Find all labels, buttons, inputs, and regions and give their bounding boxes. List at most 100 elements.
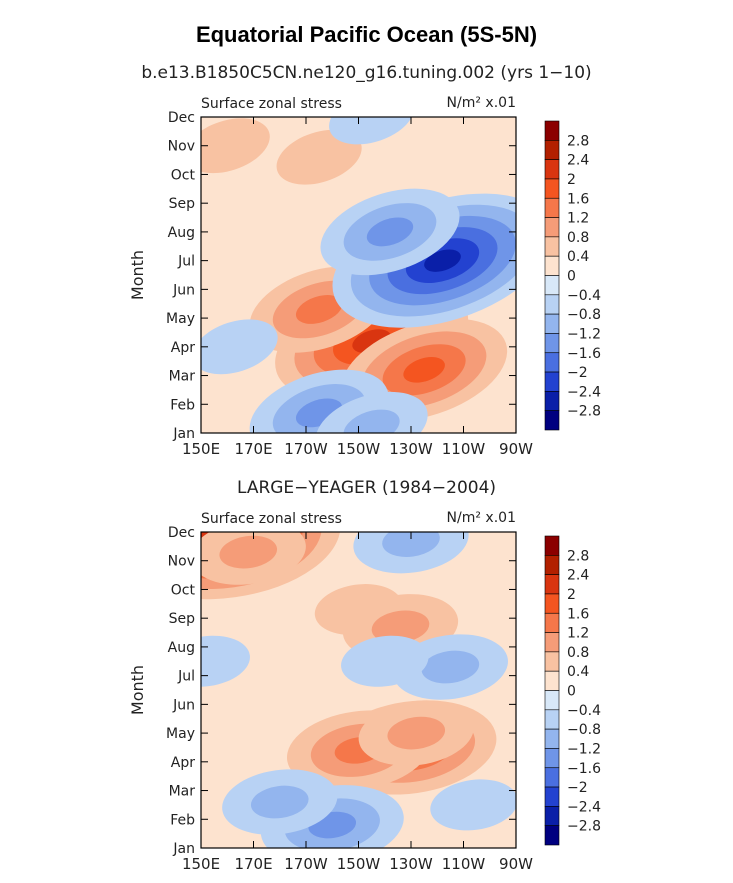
y-tick-label: Aug: [168, 640, 195, 656]
y-tick-label: Jun: [172, 697, 195, 713]
y-tick-label: Jun: [172, 282, 195, 298]
colorbar-label: 2.4: [567, 153, 589, 169]
colorbar-swatch: [544, 748, 560, 769]
colorbar-swatch: [544, 294, 560, 315]
y-axis-title: Month: [128, 665, 147, 715]
y-tick-label: Dec: [168, 110, 195, 126]
colorbar-swatch: [544, 767, 560, 788]
contour-feature: [424, 249, 461, 272]
colorbar-label: −0.8: [567, 722, 601, 738]
y-tick-label: Apr: [171, 755, 195, 771]
colorbar-swatch: [544, 593, 560, 614]
colorbar-swatch: [544, 786, 560, 807]
contour-feature: [250, 785, 309, 819]
colorbar-swatch: [544, 709, 560, 730]
y-tick-label: Jan: [172, 841, 195, 857]
contour-feature: [329, 117, 415, 145]
y-tick-label: Mar: [169, 369, 196, 385]
colorbar-swatch: [544, 728, 560, 749]
colorbar-swatch: [544, 178, 560, 199]
colorbar-swatch: [544, 255, 560, 276]
y-tick-label: Feb: [170, 812, 195, 828]
colorbar-label: −1.6: [567, 761, 601, 777]
chart-title: Equatorial Pacific Ocean (5S-5N): [195, 22, 538, 47]
colorbar-label: 1.2: [567, 626, 589, 642]
colorbar-label: 0.4: [567, 664, 589, 680]
colorbar-swatch: [544, 632, 560, 653]
colorbar-label: 2: [567, 172, 576, 188]
contour-feature: [341, 635, 429, 687]
colorbar-label: −2.8: [567, 819, 601, 835]
panel-1-subtitle: b.e13.B1850C5CN.ne120_g16.tuning.002 (yr…: [141, 63, 592, 83]
colorbar-label: −0.4: [567, 703, 601, 719]
colorbar-swatch: [544, 236, 560, 257]
colorbar-label: −2: [567, 365, 588, 381]
units-label: N/m² x.01: [447, 95, 516, 111]
colorbar-label: −2.8: [567, 404, 601, 420]
x-tick-label: 170E: [234, 440, 272, 458]
colorbar-swatch: [544, 140, 560, 160]
colorbar-label: −0.4: [567, 288, 601, 304]
colorbar-label: −2: [567, 780, 588, 796]
colorbar-label: −0.8: [567, 307, 601, 323]
colorbar-swatch: [544, 574, 560, 595]
colorbar-label: 2.8: [567, 548, 589, 564]
colorbar-swatch: [544, 651, 560, 672]
y-axis-title: Month: [128, 250, 147, 300]
x-tick-label: 90W: [499, 440, 533, 458]
colorbar-label: −2.4: [567, 384, 601, 400]
colorbar-label: 1.2: [567, 211, 589, 227]
x-tick-label: 110W: [442, 855, 486, 873]
contour-feature: [276, 129, 362, 185]
x-tick-label: 150E: [182, 855, 220, 873]
contour-feature: [371, 610, 430, 644]
panel-1-group: Jan Feb Mar Apr May Jun Jul Aug Sep Oct Nov Dec 150E…: [128, 95, 601, 458]
colorbar-label: 1.6: [567, 606, 589, 622]
units-label: N/m² x.01: [447, 510, 516, 526]
panel-2-field: [201, 532, 516, 848]
x-tick-label: 90W: [499, 855, 533, 873]
y-tick-label: Mar: [169, 784, 196, 800]
colorbar-swatch: [544, 555, 560, 575]
contour-feature: [343, 409, 400, 433]
field-label: Surface zonal stress: [201, 511, 342, 527]
colorbar-swatch: [544, 159, 560, 180]
colorbar-swatch: [544, 670, 560, 691]
colorbar-label: 0.8: [567, 645, 589, 661]
contour-feature: [295, 295, 343, 324]
colorbar-label: 1.6: [567, 191, 589, 207]
y-tick-label: Nov: [168, 139, 195, 155]
colorbar-swatch: [544, 410, 560, 431]
y-tick-label: Sep: [169, 611, 196, 627]
x-tick-label: 130W: [389, 440, 433, 458]
y-tick-label: Oct: [171, 167, 196, 183]
y-tick-label: Nov: [168, 554, 195, 570]
colorbar-label: −1.2: [567, 741, 601, 757]
colorbar-label: 0.8: [567, 230, 589, 246]
colorbar-swatch: [544, 217, 560, 238]
y-tick-label: Dec: [168, 525, 195, 541]
colorbar-swatch: [544, 197, 560, 218]
y-tick-label: Oct: [171, 582, 196, 598]
x-tick-label: 150E: [182, 440, 220, 458]
contour-feature: [430, 779, 516, 831]
y-tick-label: Jul: [177, 254, 195, 270]
colorbar-label: 2.4: [567, 568, 589, 584]
colorbar-label: −1.2: [567, 326, 601, 342]
colorbar-swatch: [544, 690, 560, 711]
colorbar-swatch: [544, 391, 560, 411]
x-tick-label: 150W: [337, 440, 381, 458]
contour-feature: [421, 650, 480, 684]
x-tick-label: 130W: [389, 855, 433, 873]
contour-feature: [219, 535, 278, 569]
y-tick-label: Apr: [171, 340, 195, 356]
x-tick-label: 170W: [284, 440, 328, 458]
panel-2-subtitle: LARGE−YEAGER (1984−2004): [236, 478, 497, 498]
y-tick-label: Feb: [170, 397, 195, 413]
panel-1-field: [201, 117, 516, 433]
contour-feature: [387, 716, 446, 750]
panel-2-group: Jan Feb Mar Apr May Jun Jul Aug Sep Oct Nov Dec 150E…: [128, 510, 601, 873]
contour-feature: [201, 319, 278, 375]
colorbar-swatch: [544, 825, 560, 846]
contour-feature: [201, 635, 250, 687]
